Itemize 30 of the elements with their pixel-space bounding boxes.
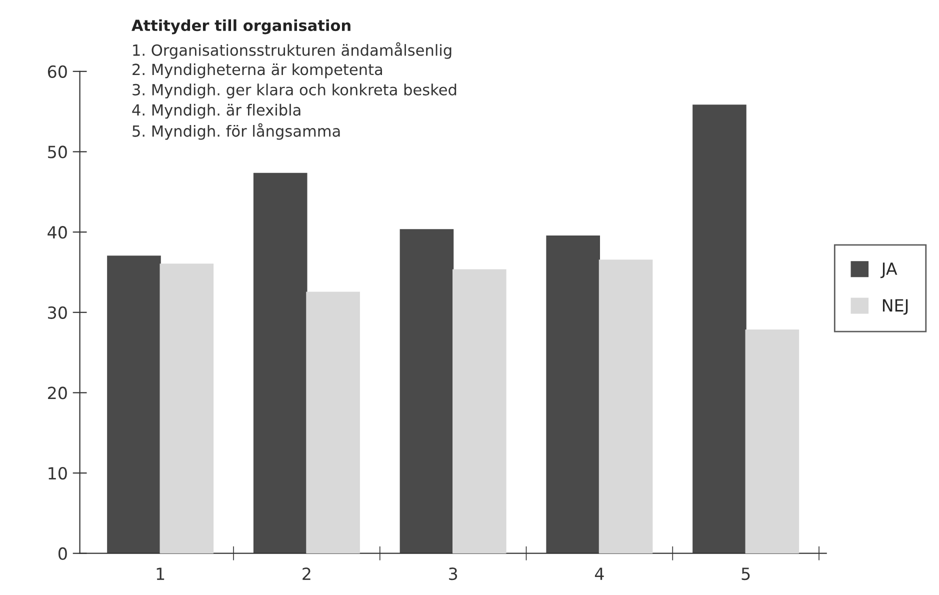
y-tick-label: 20 — [48, 386, 67, 400]
bar — [745, 329, 800, 554]
bar — [306, 292, 360, 554]
bar — [107, 256, 161, 554]
y-tick-label: 40 — [48, 226, 67, 239]
chart-title: Attityder till organisation — [132, 19, 350, 34]
bar — [400, 229, 454, 554]
x-tick-label: 2 — [302, 568, 310, 580]
x-tick-label: 5 — [742, 568, 750, 580]
x-tick-label: 1 — [156, 568, 164, 580]
y-tick-label: 60 — [48, 65, 67, 78]
x-tick-label: 4 — [594, 568, 604, 580]
text: 1. Organisationsstrukturen ändamålsenlig — [133, 42, 452, 59]
bar — [452, 269, 506, 554]
legend-label: JA — [880, 262, 898, 278]
annotation: 3. Myndigh. ger klara och konkreta besked — [132, 84, 456, 98]
bar — [546, 236, 600, 554]
y-tick-label: 50 — [48, 146, 67, 158]
y-tick-label: 30 — [48, 306, 67, 319]
bar — [253, 172, 308, 554]
bar — [692, 104, 746, 554]
y-tick-label: 10 — [48, 466, 67, 480]
legend-label: NEJ — [882, 299, 908, 315]
annotation: 5. Myndigh. för långsamma — [132, 123, 340, 140]
annotation: 4. Myndigh. är flexibla — [132, 104, 300, 119]
y-tick-label: 0 — [58, 547, 67, 560]
bar — [160, 264, 214, 554]
annotation: 2. Myndigheterna är kompetenta — [132, 63, 382, 78]
bar — [598, 260, 653, 554]
x-tick-label: 3 — [449, 568, 458, 580]
